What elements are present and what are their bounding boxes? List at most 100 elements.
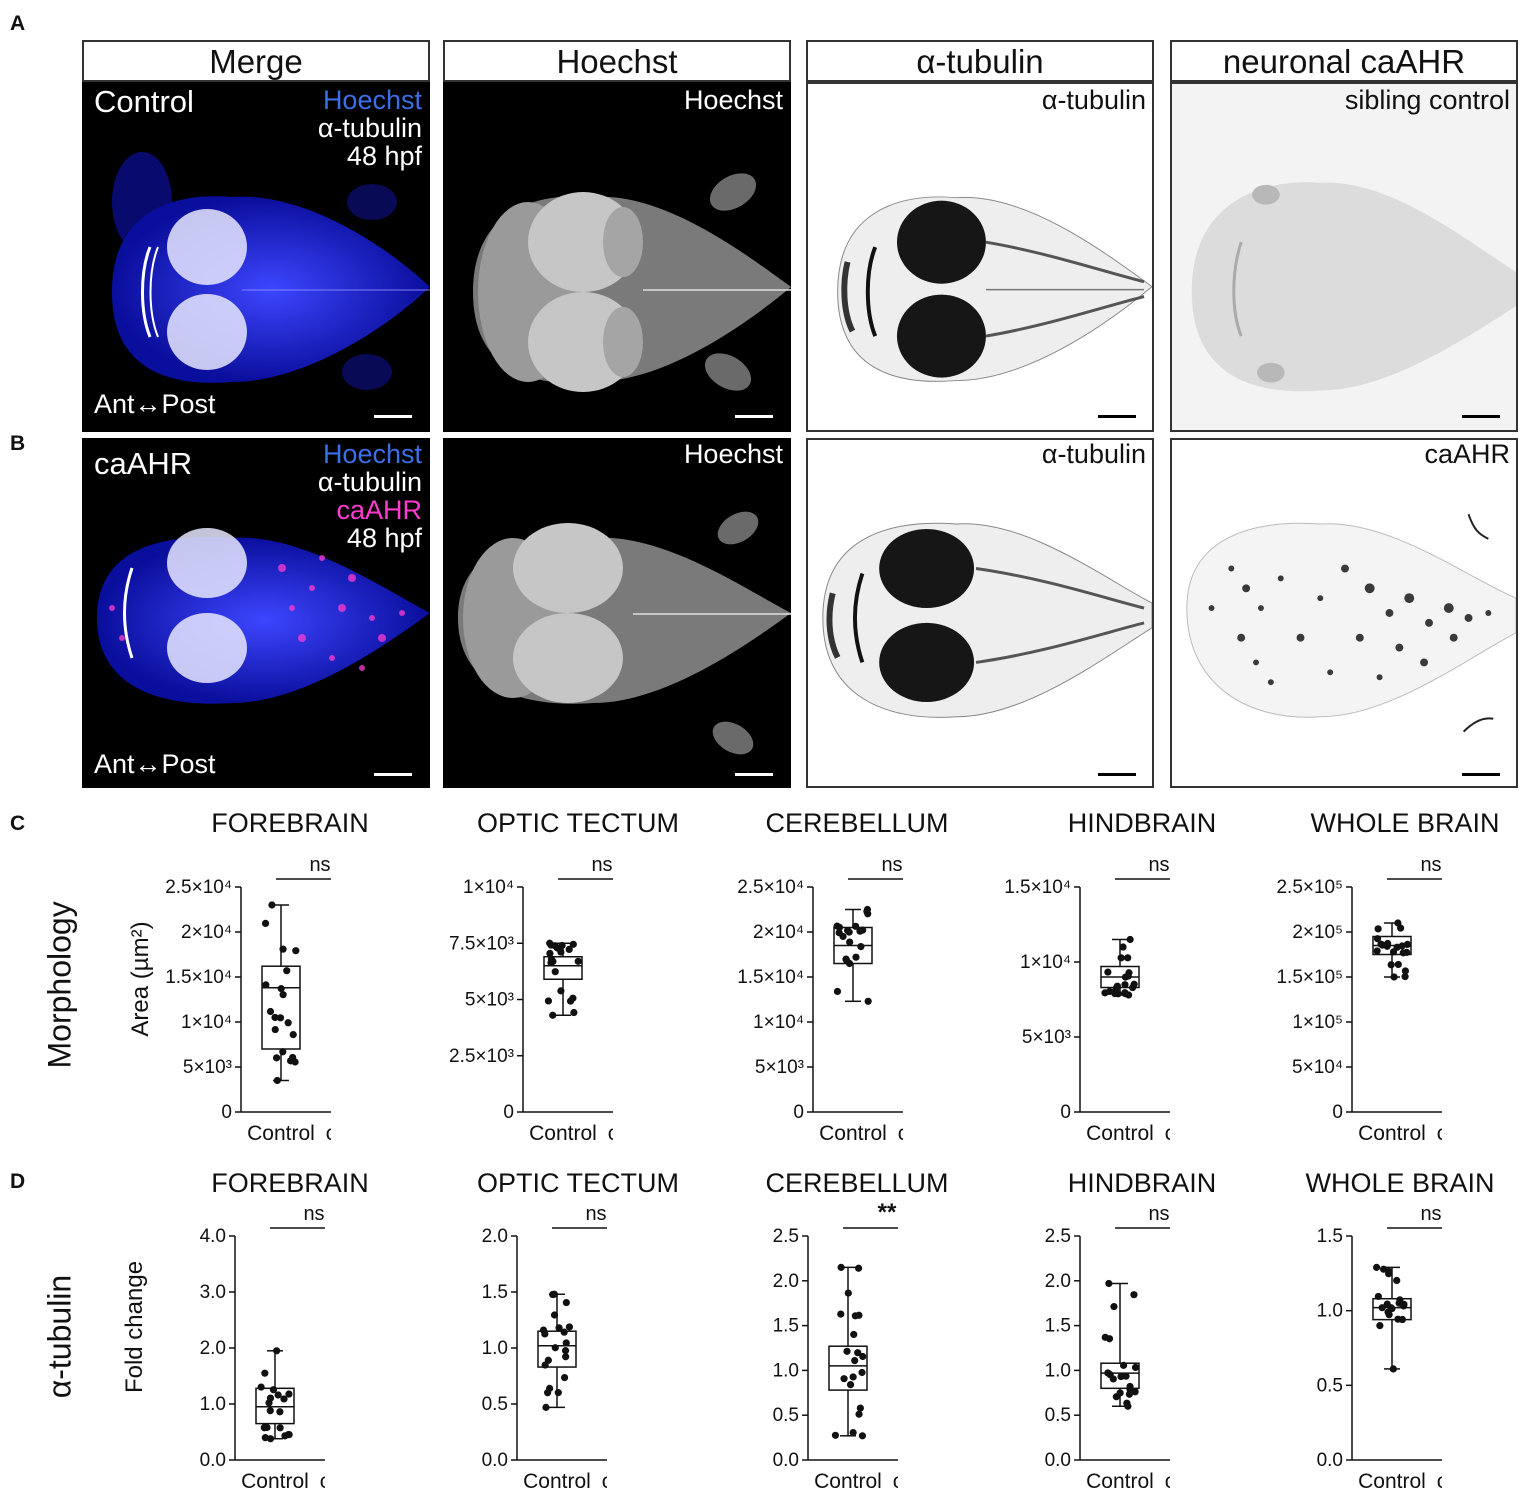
data-point [562, 1298, 570, 1307]
significance-label: ns [303, 1203, 324, 1225]
chart-title: CEREBELLUM [765, 808, 949, 838]
data-point [271, 1013, 279, 1022]
data-point [1126, 935, 1134, 944]
x-tick-label: caAHR [320, 1470, 325, 1493]
column-header-caahr: neuronal caAHR [1170, 40, 1518, 82]
box-control [828, 1263, 868, 1440]
y-tick-label: 1.0 [1317, 1301, 1343, 1322]
scale-bar [735, 415, 773, 418]
panel-letter-b: B [10, 432, 26, 455]
hoechst-label: Hoechst [683, 85, 783, 115]
data-point [840, 1375, 848, 1383]
chart-title: WHOLE BRAIN [1310, 808, 1500, 838]
column-header-hoechst: Hoechst [443, 40, 791, 82]
chart-title: FOREBRAIN [211, 808, 369, 838]
y-tick-label: 5×10³ [183, 1057, 232, 1078]
data-point [1105, 1279, 1113, 1288]
x-tick-label: Control [1358, 1122, 1426, 1145]
merge-caahr-label: caAHR [336, 495, 422, 525]
data-point [1131, 1363, 1140, 1371]
data-point [1393, 1276, 1401, 1285]
y-tick-label: 1.0 [200, 1394, 226, 1415]
data-point [846, 938, 854, 946]
data-point [844, 926, 852, 935]
scale-bar [1462, 773, 1500, 776]
data-point [850, 1330, 858, 1339]
data-point [1117, 1372, 1125, 1381]
y-tick-label: 1.5×10⁴ [1004, 877, 1071, 898]
x-tick-label: Control [247, 1122, 315, 1145]
y-tick-label: 2×10⁴ [181, 922, 232, 943]
data-point [831, 1431, 840, 1439]
data-point [1378, 1304, 1386, 1312]
data-point [551, 1344, 559, 1352]
data-point [273, 1347, 281, 1355]
y-tick-label: 0 [1332, 1102, 1343, 1123]
data-point [276, 1408, 284, 1416]
data-point [1116, 1389, 1124, 1397]
data-point [273, 1076, 281, 1085]
data-point [1397, 924, 1405, 932]
data-point [1117, 954, 1125, 962]
data-point [833, 987, 842, 996]
chart-title: HINDBRAIN [1067, 1168, 1217, 1198]
box-control [261, 901, 301, 1085]
scale-bar [374, 415, 412, 418]
data-point [555, 1324, 563, 1332]
data-point [276, 1424, 284, 1432]
data-point [849, 1373, 857, 1381]
data-point [1121, 989, 1129, 997]
merge-axis-label: Ant↔Post [94, 749, 216, 779]
merge-stage-label: 48 hpf [346, 141, 422, 171]
y-tick-label: 4.0 [200, 1226, 226, 1247]
box-plot: 0.0 0.5 1.0 1.5 Control caAHR ns [1317, 1203, 1442, 1493]
data-point [277, 985, 285, 993]
data-point [1130, 1291, 1138, 1299]
panel-letter-c: C [10, 812, 26, 835]
data-point [855, 1410, 863, 1418]
image-b-caahr: caAHR [1170, 438, 1518, 788]
x-tick-label: caAHR [1437, 1122, 1442, 1145]
data-point [266, 1407, 274, 1415]
box-control [255, 1347, 295, 1443]
chart-title: OPTIC TECTUM [477, 1168, 679, 1198]
data-point [262, 981, 270, 989]
y-tick-label: 1×10⁴ [1020, 952, 1071, 973]
y-axis-label: Fold change [121, 1260, 148, 1394]
data-point [1106, 1371, 1114, 1379]
y-tick-label: 0.5 [773, 1405, 799, 1426]
tubulin-label: α-tubulin [1041, 439, 1146, 469]
data-point [569, 940, 577, 948]
data-point [292, 947, 300, 955]
data-point [864, 997, 872, 1005]
significance-label: ns [585, 1203, 606, 1225]
data-point [565, 945, 573, 954]
data-point [547, 941, 555, 949]
data-point [1124, 972, 1132, 980]
y-tick-label: 1.5 [1317, 1226, 1343, 1247]
y-tick-label: 1.5 [1045, 1316, 1071, 1337]
y-tick-label: 3.0 [200, 1282, 226, 1303]
box-plot: 0 5×10⁴ 1×10⁵ 1.5×10⁵ 2×10⁵ 2.5×10⁵ Control caA… [1276, 854, 1442, 1145]
data-point [852, 953, 860, 961]
x-tick-label: caAHR [608, 1122, 613, 1145]
scale-bar [1098, 415, 1136, 418]
data-point [1123, 1399, 1131, 1407]
data-point [285, 1430, 293, 1439]
data-point [554, 1389, 562, 1397]
image-b-tubulin: α-tubulin [806, 438, 1154, 788]
box-control [1372, 1263, 1412, 1373]
x-tick-label: Control [241, 1470, 309, 1493]
data-point [272, 1054, 281, 1062]
data-point [544, 1389, 552, 1397]
y-tick-label: 5×10³ [465, 990, 514, 1011]
data-point [858, 1368, 866, 1377]
y-tick-label: 1.5×10⁵ [1276, 967, 1343, 988]
data-point [269, 1386, 278, 1394]
data-point [574, 957, 582, 965]
data-point [1124, 954, 1132, 962]
box-control [1100, 1279, 1140, 1410]
data-point [261, 1369, 269, 1377]
data-point [1401, 973, 1409, 981]
box-plot: 0 2.5×10³ 5×10³ 7.5×10³ 1×10⁴ Control caAHR ns [449, 854, 613, 1145]
